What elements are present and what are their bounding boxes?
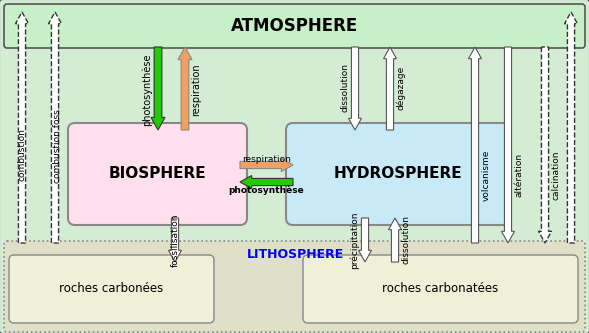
Polygon shape (538, 47, 551, 243)
Polygon shape (468, 47, 481, 243)
Text: photosynthèse: photosynthèse (229, 185, 305, 195)
Text: calcination: calcination (551, 150, 561, 200)
Text: précipitation: précipitation (349, 211, 359, 269)
Text: altération: altération (515, 153, 524, 197)
Text: roches carbonées: roches carbonées (59, 282, 163, 295)
Polygon shape (240, 175, 293, 188)
FancyBboxPatch shape (9, 255, 214, 323)
Polygon shape (48, 12, 61, 243)
Polygon shape (151, 47, 165, 130)
Text: ATMOSPHERE: ATMOSPHERE (231, 17, 358, 35)
Text: dissolution: dissolution (402, 215, 411, 264)
Text: combustion foss.: combustion foss. (52, 107, 61, 183)
Text: combustion: combustion (18, 129, 27, 181)
Polygon shape (240, 159, 293, 171)
Polygon shape (359, 218, 372, 262)
Text: fossilisation: fossilisation (170, 213, 180, 267)
Text: LITHOSPHERE: LITHOSPHERE (247, 247, 345, 260)
Text: volcanisme: volcanisme (481, 149, 491, 201)
Polygon shape (383, 47, 396, 130)
Text: roches carbonatées: roches carbonatées (382, 282, 498, 295)
Text: dégazage: dégazage (396, 66, 406, 110)
Polygon shape (564, 12, 577, 243)
Polygon shape (389, 218, 402, 262)
FancyBboxPatch shape (303, 255, 578, 323)
Polygon shape (501, 47, 515, 243)
FancyBboxPatch shape (4, 4, 585, 48)
Text: respiration: respiration (242, 156, 291, 165)
FancyBboxPatch shape (286, 123, 510, 225)
Polygon shape (349, 47, 362, 130)
Polygon shape (15, 12, 28, 243)
FancyBboxPatch shape (68, 123, 247, 225)
Text: photosynthèse: photosynthèse (142, 54, 152, 126)
Text: dissolution: dissolution (340, 64, 349, 113)
Text: respiration: respiration (191, 64, 201, 116)
Polygon shape (168, 218, 181, 262)
Text: HYDROSPHERE: HYDROSPHERE (334, 166, 462, 181)
Text: BIOSPHERE: BIOSPHERE (109, 166, 206, 181)
Polygon shape (178, 47, 192, 130)
FancyBboxPatch shape (4, 241, 585, 332)
